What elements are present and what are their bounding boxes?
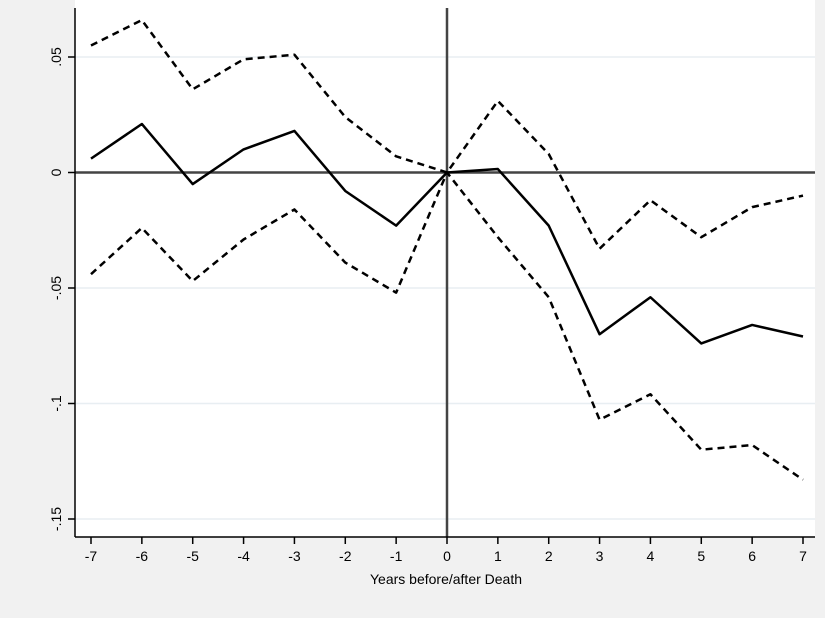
x-tick-label: 1 — [494, 548, 502, 564]
x-tick-label: -4 — [237, 548, 250, 564]
confidence-band-line-1 — [90, 18, 804, 250]
x-axis-ticks: -7 -6 -5 -4 -3 -2 -1 0 1 2 3 4 5 6 7 — [85, 537, 807, 564]
y-axis-ticks: .05 0 -.05 -.1 -.15 — [48, 47, 75, 531]
axes — [74, 8, 815, 538]
x-tick-label: 2 — [545, 548, 553, 564]
x-tick-label: -3 — [288, 548, 301, 564]
y-tick-label: -.05 — [48, 276, 64, 300]
series-lines — [90, 18, 804, 481]
x-axis-title: Years before/after Death — [370, 571, 522, 587]
y-tick-label: -.1 — [48, 395, 64, 412]
plot-area — [75, 0, 815, 537]
y-tick-label: -.15 — [48, 507, 64, 531]
x-tick-label: 0 — [443, 548, 451, 564]
x-tick-label: 6 — [748, 548, 756, 564]
x-tick-label: -2 — [339, 548, 352, 564]
x-tick-label: 3 — [596, 548, 604, 564]
x-tick-label: -1 — [390, 548, 403, 564]
x-tick-label: -7 — [85, 548, 98, 564]
y-tick-label: .05 — [48, 47, 64, 67]
x-tick-label: -5 — [186, 548, 199, 564]
gridlines — [75, 56, 815, 520]
x-tick-label: 5 — [697, 548, 705, 564]
x-tick-label: 7 — [799, 548, 807, 564]
y-tick-label: 0 — [48, 168, 64, 176]
x-tick-label: 4 — [647, 548, 655, 564]
confidence-band-line-2 — [90, 171, 804, 481]
x-tick-label: -6 — [136, 548, 149, 564]
